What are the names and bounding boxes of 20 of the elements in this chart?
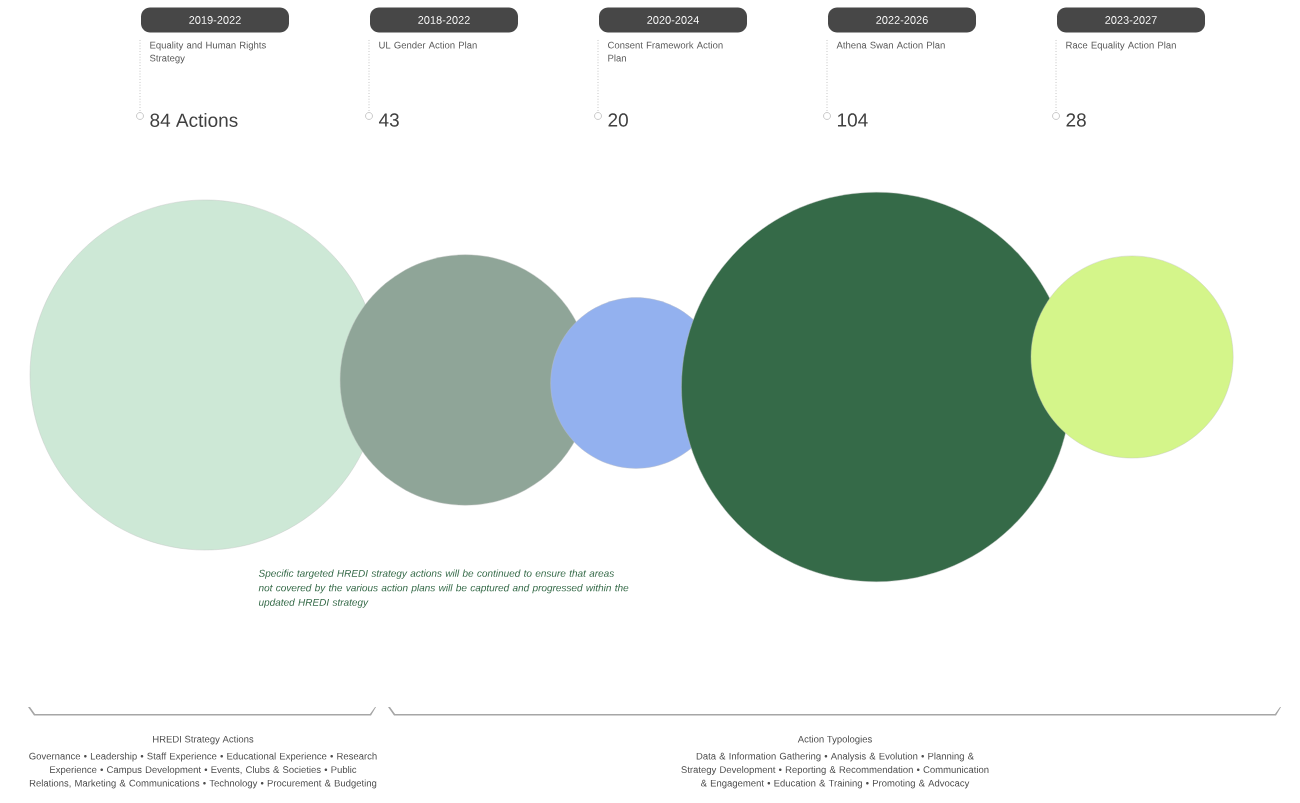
text: 2018-2022 [418,16,470,24]
data-label: 28 [1066,113,1086,127]
category-label: Race Equality Action Plan [1066,41,1176,51]
data-label: 104 [837,113,868,127]
text: 2022-2026 [876,16,928,24]
text: HREDI Strategy Actions [153,735,254,745]
data-label: 84 Actions [150,113,238,127]
category-label: Athena Swan Action Plan [836,41,945,49]
text: Specific targeted HREDI strategy actions will be continued to ensure that areas not covered by the various action plans will be captured and progressed within the updated HREDI strategy [258,569,629,608]
text: 2019-2022 [189,16,241,24]
data-label: 20 [608,113,628,127]
text: Action Typologies [797,735,872,745]
data-label: 43 [378,113,399,127]
category-label: Equality and Human Rights Strategy [149,41,266,64]
text: Governance • Leadership • Staff Experience • Educational Experience • Research Experience • Campus Development • Events, Clubs & Societies • Public Relations, Marketing & Communications • Technology • Procurement & Budgeting [29,752,377,789]
category-label: Consent Framework Action Plan [608,41,723,62]
category-label: UL Gender Action Plan [379,41,477,49]
text: Data & Information Gathering • Analysis & Evolution • Planning & Strategy Development • Reporting & Recommendation • Communication & Engagement • Education & Training • Promoting & Advocacy [681,752,989,789]
text: 2023-2027 [1105,16,1157,24]
text: 2020-2024 [647,16,699,24]
